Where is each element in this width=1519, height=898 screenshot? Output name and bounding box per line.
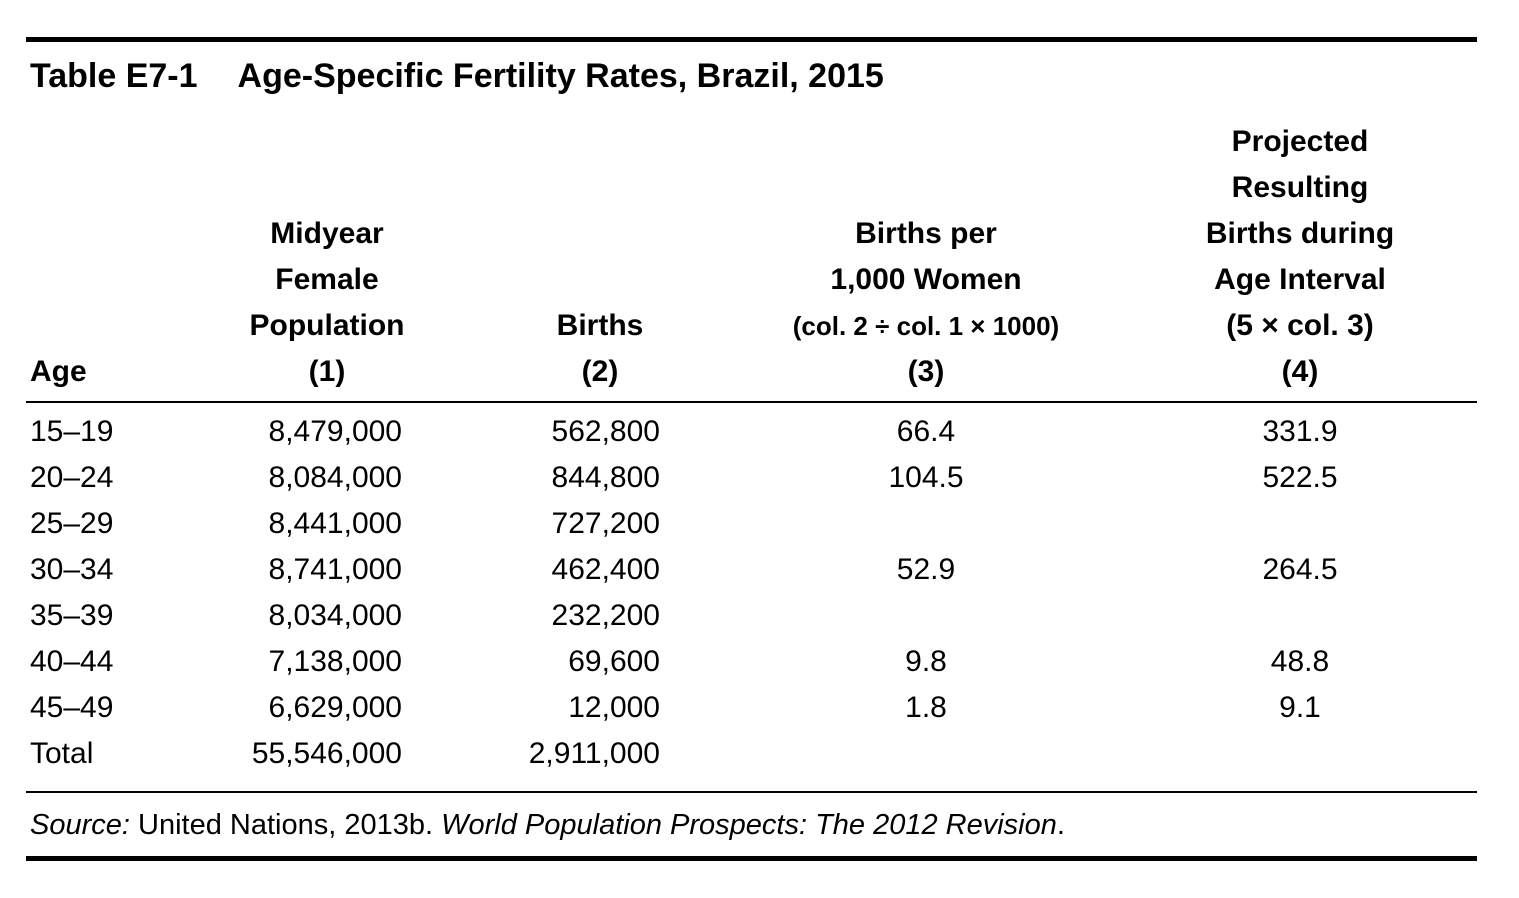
- table-row-total: Total 55,546,000 2,911,000: [26, 731, 1477, 793]
- table-row: 35–39 8,034,000 232,200: [26, 593, 1477, 639]
- table-label: Table E7-1: [30, 57, 198, 95]
- header-births: Births (2): [406, 119, 664, 403]
- table-row: 40–44 7,138,000 69,600 9.8 48.8: [26, 639, 1477, 685]
- cell-rate: [664, 731, 1188, 793]
- cell-births: 69,600: [568, 645, 660, 678]
- cell-rate: 9.8: [905, 645, 947, 678]
- header-projected-resulting-births: Projected Resulting Births during Age In…: [1188, 119, 1412, 403]
- table-row: 15–19 8,479,000 562,800 66.4 331.9: [26, 402, 1477, 455]
- cell-rate: [664, 501, 1188, 547]
- cell-population: 8,741,000: [268, 553, 402, 586]
- cell-spacer: [1412, 593, 1477, 639]
- cell-spacer: [1412, 402, 1477, 455]
- cell-age: 40–44: [30, 645, 114, 678]
- cell-projected: [1188, 731, 1412, 793]
- cell-births: 727,200: [551, 507, 660, 540]
- top-rule: [26, 37, 1477, 42]
- cell-population: 8,479,000: [268, 415, 402, 448]
- source-label: Source:: [30, 809, 130, 841]
- cell-projected: 9.1: [1279, 691, 1321, 724]
- cell-population: 8,034,000: [268, 599, 402, 632]
- header-births-per-1000-women: Births per 1,000 Women (col. 2 ÷ col. 1 …: [664, 119, 1188, 403]
- source-terminal: .: [1056, 809, 1065, 841]
- cell-births: 462,400: [551, 553, 660, 586]
- cell-births: 562,800: [551, 415, 660, 448]
- cell-projected: 331.9: [1262, 415, 1338, 448]
- table-row: 45–49 6,629,000 12,000 1.8 9.1: [26, 685, 1477, 731]
- cell-age: 30–34: [30, 553, 114, 586]
- cell-rate: 66.4: [896, 415, 956, 448]
- cell-age: 15–19: [30, 415, 114, 448]
- cell-projected: [1188, 593, 1412, 639]
- cell-births: 844,800: [551, 461, 660, 494]
- cell-spacer: [1412, 731, 1477, 793]
- cell-spacer: [1412, 639, 1477, 685]
- cell-rate: 52.9: [896, 553, 956, 586]
- header-age: Age: [26, 119, 216, 403]
- table-row: 20–24 8,084,000 844,800 104.5 522.5: [26, 455, 1477, 501]
- cell-projected: 522.5: [1262, 461, 1338, 494]
- cell-births: 2,911,000: [406, 731, 664, 793]
- cell-rate: 104.5: [888, 461, 964, 494]
- source-note: Source: United Nations, 2013b. World Pop…: [26, 793, 1477, 861]
- table-row: 25–29 8,441,000 727,200: [26, 501, 1477, 547]
- cell-projected: 264.5: [1262, 553, 1338, 586]
- source-work-title: World Population Prospects: The 2012 Rev…: [441, 809, 1057, 841]
- cell-age: 35–39: [30, 599, 114, 632]
- header-row: Age Midyear Female Population (1) Births…: [26, 119, 1477, 403]
- cell-age: 25–29: [30, 507, 114, 540]
- fertility-table: Age Midyear Female Population (1) Births…: [26, 119, 1477, 793]
- cell-spacer: [1412, 685, 1477, 731]
- cell-projected: [1188, 501, 1412, 547]
- cell-rate: [664, 593, 1188, 639]
- cell-population: 8,441,000: [268, 507, 402, 540]
- header-spacer: [1412, 119, 1477, 403]
- cell-spacer: [1412, 455, 1477, 501]
- table-title: Table E7-1 Age-Specific Fertility Rates, …: [30, 57, 1519, 95]
- table-title-text: Age-Specific Fertility Rates, Brazil, 20…: [237, 57, 884, 95]
- table-row: 30–34 8,741,000 462,400 52.9 264.5: [26, 547, 1477, 593]
- cell-population: 55,546,000: [216, 731, 406, 793]
- cell-age: 45–49: [30, 691, 114, 724]
- cell-spacer: [1412, 501, 1477, 547]
- cell-age: Total: [26, 731, 216, 793]
- cell-projected: 48.8: [1270, 645, 1330, 678]
- cell-age: 20–24: [30, 461, 114, 494]
- cell-population: 7,138,000: [268, 645, 402, 678]
- cell-spacer: [1412, 547, 1477, 593]
- cell-population: 6,629,000: [268, 691, 402, 724]
- cell-births: 232,200: [551, 599, 660, 632]
- header-midyear-female-population: Midyear Female Population (1): [216, 119, 406, 403]
- cell-births: 12,000: [568, 691, 660, 724]
- cell-rate: 1.8: [905, 691, 947, 724]
- cell-population: 8,084,000: [268, 461, 402, 494]
- source-citation: United Nations, 2013b.: [129, 809, 442, 841]
